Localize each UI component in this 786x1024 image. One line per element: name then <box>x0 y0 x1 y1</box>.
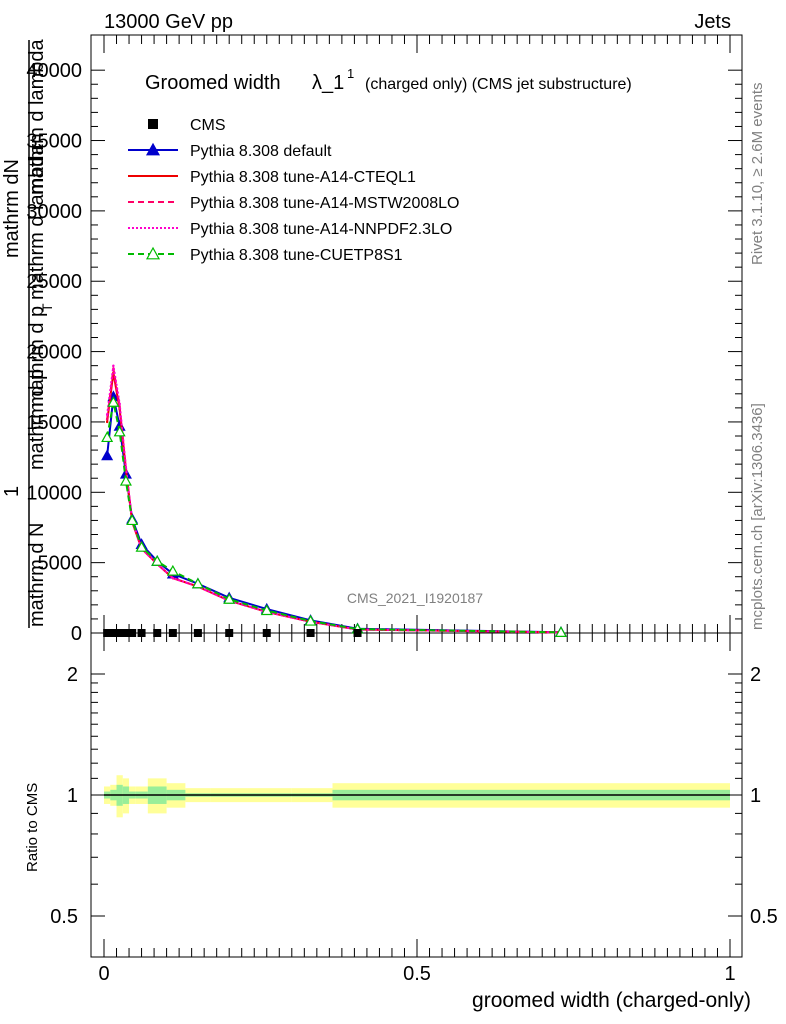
analysis-watermark: CMS_2021_I1920187 <box>347 590 483 606</box>
mcplots-site-label: mcplots.cern.ch [arXiv:1306.3436] <box>749 403 766 630</box>
legend-label-1: Pythia 8.308 default <box>190 143 332 160</box>
legend-marker-1 <box>145 142 161 156</box>
y-tick-label: 20000 <box>26 342 82 364</box>
series-point-5 <box>554 626 567 637</box>
series-line-3 <box>106 368 561 634</box>
series-point-4 <box>171 576 175 580</box>
series-line-1 <box>106 396 561 634</box>
series-point-5 <box>166 564 179 576</box>
plot-title: Groomed width λ_1 1 (charged only) (CMS … <box>145 66 632 94</box>
series-point-5 <box>260 604 273 616</box>
x-tick-label: 1 <box>724 963 735 985</box>
x-axis-label: groomed width (charged-only) <box>472 989 751 1012</box>
plot-title-main: Groomed width <box>145 72 281 94</box>
x-tick-label: 0.5 <box>403 963 431 985</box>
y-tick-label: 35000 <box>26 131 82 153</box>
cms-data-point <box>262 629 271 637</box>
cms-data-point <box>128 629 137 637</box>
y-tick-label: 5000 <box>38 553 83 575</box>
legend-marker-0 <box>148 119 158 129</box>
category-label: Jets <box>694 11 731 33</box>
series-point-5 <box>223 592 236 604</box>
y-tick-label: 25000 <box>26 271 82 293</box>
series-point-5 <box>304 614 317 626</box>
legend-marker-5 <box>145 246 161 260</box>
cms-data-point <box>121 629 130 637</box>
ratio-tick-label-right: 2 <box>750 664 761 686</box>
series-point-5 <box>126 514 139 526</box>
legend-label-3: Pythia 8.308 tune-A14-MSTW2008LO <box>190 195 459 212</box>
cms-data-point <box>103 629 112 637</box>
cms-data-point <box>225 629 234 637</box>
series-point-4 <box>112 364 115 367</box>
series-point-4 <box>124 465 128 469</box>
y-tick-label: 30000 <box>26 201 82 223</box>
ratio-tick-label-right: 1 <box>750 785 761 807</box>
ratio-tick-label: 0.5 <box>50 906 78 928</box>
energy-label: 13000 GeV pp <box>104 11 233 33</box>
legend-label-5: Pythia 8.308 tune-CUETP8S1 <box>190 247 403 264</box>
series-layer <box>101 364 567 637</box>
series-point-5 <box>113 425 126 437</box>
series-point-5 <box>191 577 204 589</box>
ratio-uncertainty-bands <box>104 775 730 818</box>
cms-data-point <box>353 629 362 637</box>
ratio-tick-label-right: 0.5 <box>750 906 778 928</box>
series-point-5 <box>101 431 114 443</box>
series-point-1 <box>101 449 114 461</box>
plot-title-superscript: 1 <box>347 66 354 81</box>
ratio-y-axis-label: Ratio to CMS <box>24 783 41 872</box>
series-point-4 <box>118 402 121 405</box>
x-tick-label: 0 <box>98 963 109 985</box>
ylabel-part-2: mathrm d N <box>26 523 48 627</box>
ylabel-part-8: mathrm d lambda <box>26 39 48 195</box>
cms-data-point <box>306 629 315 637</box>
main-y-ticks: 0 5000 10000 15000 20000 25000 30000 35000 40000 <box>26 60 742 645</box>
ratio-tick-label: 1 <box>67 785 78 807</box>
y-tick-label: 15000 <box>26 412 82 434</box>
rivet-version-label: Rivet 3.1.10, ≥ 2.6M events <box>749 83 766 266</box>
ylabel-part-3: mathrm dN <box>1 159 23 258</box>
series-line-5 <box>106 402 561 634</box>
cms-data-point <box>109 629 118 637</box>
y-tick-label: 0 <box>71 623 82 645</box>
cms-data-point <box>137 629 146 637</box>
series-point-3 <box>105 417 109 421</box>
series-point-5 <box>151 555 164 566</box>
legend-label-2: Pythia 8.308 tune-A14-CTEQL1 <box>190 169 416 186</box>
series-point-2 <box>105 420 109 424</box>
series-point-5 <box>135 540 148 552</box>
ylabel-part-6: mathrm d p <box>26 306 48 407</box>
legend-label-0: CMS <box>190 117 226 134</box>
series-line-4 <box>106 365 561 634</box>
ratio-y-ticks: 0.5 0.5 1 1 2 2 <box>50 664 778 928</box>
ylabel-part-4: mathrm d p <box>26 369 48 470</box>
cms-data-point <box>115 629 124 637</box>
series-point-3 <box>118 405 121 408</box>
legend-label-4: Pythia 8.308 tune-A14-NNPDF2.3LO <box>190 221 452 238</box>
ylabel-part-7: mathrm d lambda <box>26 144 48 300</box>
plot-title-suffix: (charged only) (CMS jet substructure) <box>365 76 632 93</box>
series-point-4 <box>105 413 109 417</box>
legend: CMS Pythia 8.308 default Pythia 8.308 tune… <box>128 117 459 264</box>
series-point-5 <box>119 474 132 486</box>
ylabel-part-1: 1 <box>1 486 23 497</box>
ylabel-part-5: T <box>39 303 55 312</box>
ratio-tick-label: 2 <box>67 664 78 686</box>
y-tick-label: 40000 <box>26 60 82 82</box>
series-line-2 <box>106 372 561 634</box>
main-y-axis-label: 1 mathrm d N mathrm dN mathrm d p T math… <box>1 39 55 628</box>
main-plot-frame <box>90 34 743 634</box>
plot-title-lambda: λ_1 <box>312 72 344 94</box>
cms-data-point <box>193 629 202 637</box>
cms-data-point <box>153 629 162 637</box>
series-point-5 <box>107 396 120 407</box>
cms-data-point <box>168 629 177 637</box>
y-tick-label: 10000 <box>26 482 82 504</box>
